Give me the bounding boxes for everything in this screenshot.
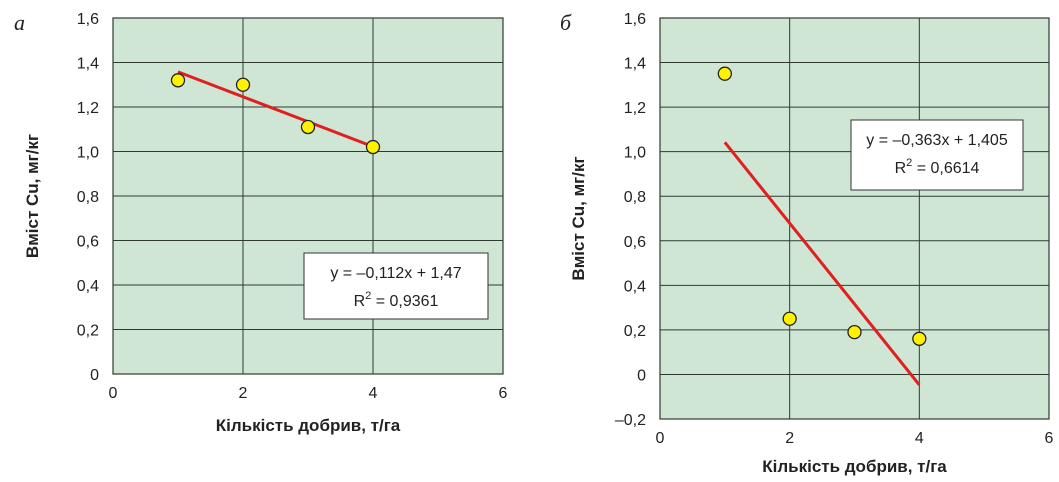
- data-point: [170, 73, 186, 88]
- x-tick-label: 0: [656, 430, 665, 447]
- x-axis-title: Кількість добрив, т/га: [216, 416, 401, 435]
- data-point: [235, 77, 251, 92]
- y-tick-label: 1,6: [77, 11, 99, 28]
- chart-panel-1: 0 0,2 0,4 0,6 0,8 1,0 1,2 1,4 1,6 0 2 4 6 Кількість д…: [14, 10, 508, 435]
- x-tick-label: 6: [1045, 430, 1054, 447]
- y-tick-label: 1,2: [77, 100, 99, 117]
- trendline: [723, 141, 921, 386]
- data-point: [365, 139, 381, 155]
- plot-frame: [112, 17, 504, 375]
- data-point: [717, 66, 732, 81]
- equation-box: [850, 119, 1024, 191]
- y-tick-label: –0,2: [615, 412, 646, 429]
- y-tick-label: 0,8: [624, 189, 646, 206]
- y-tick-label: 1,4: [77, 56, 99, 73]
- panel-label: а: [14, 10, 25, 35]
- y-tick-label: 1,4: [624, 56, 646, 73]
- data-point: [912, 331, 927, 346]
- panel-label: б: [560, 10, 572, 35]
- x-tick-label: 0: [109, 385, 118, 402]
- x-tick-label: 2: [785, 430, 794, 447]
- data-point: [300, 119, 316, 135]
- equation-text: y = –0,112x + 1,47: [330, 265, 461, 282]
- x-tick-label: 4: [915, 430, 924, 447]
- y-tick-label: 0,6: [77, 234, 99, 251]
- chart-panel-2: –0,2 0 0,2 0,4 0,6 0,8 1,0 1,2 1,4 1,6 0 2 4 6 Кількіс…: [560, 10, 1054, 476]
- y-axis-title: Вміст Cu, мг/кг: [569, 156, 588, 280]
- y-tick-label: 1,0: [624, 145, 646, 162]
- y-tick-label: 0: [637, 367, 646, 384]
- r-squared-text: R2 = 0,6614: [895, 157, 980, 177]
- trendline: [177, 70, 374, 149]
- y-tick-label: 0,6: [624, 234, 646, 251]
- y-tick-label: 1,2: [624, 100, 646, 117]
- x-tick-label: 6: [499, 385, 508, 402]
- x-tick-label: 4: [369, 385, 378, 402]
- y-tick-label: 1,0: [77, 145, 99, 162]
- y-axis-title: Вміст Cu, мг/кг: [23, 134, 42, 258]
- y-tick-label: 0: [90, 367, 99, 384]
- y-tick-label: 1,6: [624, 11, 646, 28]
- data-point: [782, 311, 797, 326]
- r-squared-text: R2 = 0,9361: [354, 290, 439, 310]
- equation-box: [303, 252, 489, 320]
- plot-frame: [659, 17, 1050, 420]
- equation-text: y = –0,363x + 1,405: [866, 132, 1008, 149]
- y-tick-label: 0,4: [77, 278, 99, 295]
- y-tick-label: 0,4: [624, 278, 646, 295]
- y-tick-label: 0,8: [77, 189, 99, 206]
- plot-area: [660, 18, 1049, 419]
- x-tick-label: 2: [239, 385, 248, 402]
- data-point: [847, 324, 862, 340]
- x-axis-title: Кількість добрив, т/га: [762, 457, 947, 476]
- y-tick-label: 0,2: [77, 323, 99, 340]
- y-tick-label: 0,2: [624, 323, 646, 340]
